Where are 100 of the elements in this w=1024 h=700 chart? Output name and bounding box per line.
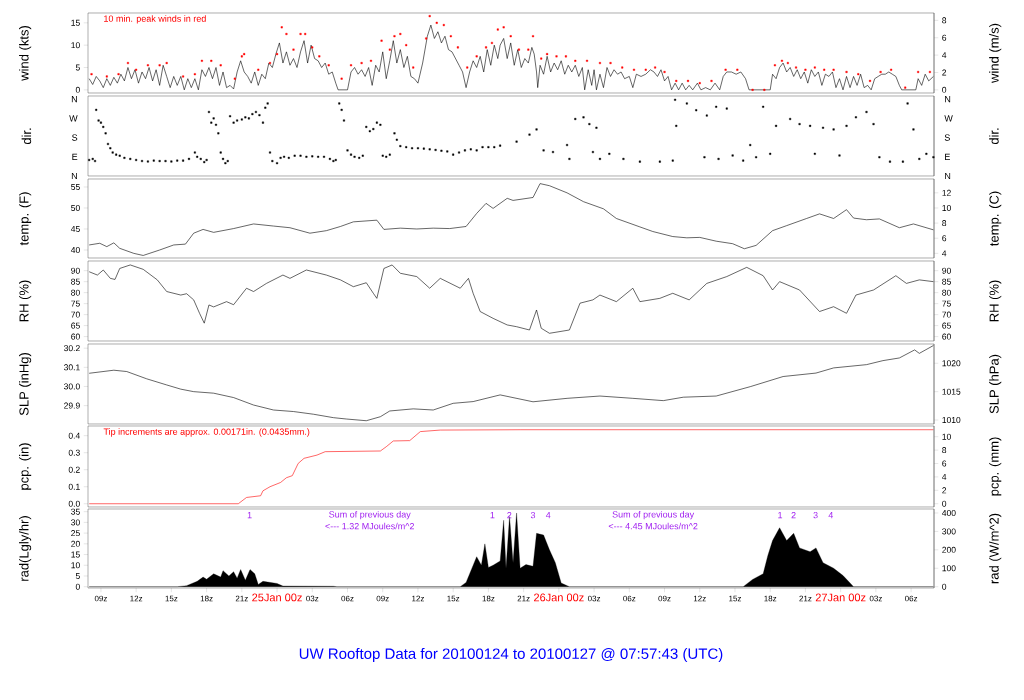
text: S xyxy=(72,134,78,141)
text: E xyxy=(945,153,950,160)
y-tick-label: 25 xyxy=(71,530,80,537)
y-tick-label: 60 xyxy=(71,333,80,340)
annotation: 4 xyxy=(828,512,834,519)
y2-tick-label: 0 xyxy=(942,500,947,507)
y-tick-label: 5 xyxy=(75,573,80,579)
y2-tick-label: 4 xyxy=(942,250,947,257)
y2-tick-label: 100 xyxy=(942,565,956,572)
y-tick-label: 5 xyxy=(75,64,80,71)
annotation: 10 min. peak winds in red xyxy=(104,15,206,24)
annotation: Sum of previous day xyxy=(329,510,411,520)
y2-axis-title: dir. xyxy=(989,128,999,145)
y-tick-label: 75 xyxy=(71,300,80,307)
y-tick-label: 15 xyxy=(71,19,80,26)
y2-tick-label: 80 xyxy=(942,289,951,296)
line-series xyxy=(88,183,934,256)
y-tick-label: 85 xyxy=(71,278,80,285)
y2-axis-title: wind (m/s) xyxy=(989,23,1002,83)
y-tick-label: 65 xyxy=(71,322,80,329)
x-tick-label: 27Jan 00z xyxy=(815,593,866,602)
y-tick-label: 90 xyxy=(71,267,80,274)
y2-tick-label: 8 xyxy=(942,447,947,454)
y2-tick-label: 90 xyxy=(942,267,951,274)
y2-tick-label: 85 xyxy=(942,278,951,285)
line-series xyxy=(88,264,934,334)
x-tick-label: 26Jan 00z xyxy=(534,593,584,602)
y-tick-label: 10 xyxy=(71,42,80,49)
y-axis-title: temp. (F) xyxy=(19,192,32,246)
text: E xyxy=(72,153,78,160)
y2-tick-label: 6 xyxy=(942,34,947,41)
x-tick-label: 12z xyxy=(412,595,425,602)
y2-tick-label: 70 xyxy=(942,311,951,318)
x-tick-label: 09z xyxy=(376,595,389,602)
y2-tick-label: 4 xyxy=(942,473,947,480)
y2-tick-label: 1015 xyxy=(942,388,961,395)
y2-axis-title: pcp. (mm) xyxy=(989,437,1002,496)
x-tick-label: 03z xyxy=(587,595,601,602)
y-tick-label: 0.3 xyxy=(68,449,80,456)
annotation: 1 xyxy=(490,512,495,519)
text: UW Rooftop Data for 20100124 to 20100127 @ 07:57:43 (UTC) xyxy=(299,647,723,662)
line-series xyxy=(88,345,934,422)
x-tick-label: 21z xyxy=(235,595,248,602)
text: N xyxy=(71,172,77,180)
y-tick-label: 0 xyxy=(75,583,80,590)
y-tick-label: 45 xyxy=(70,226,80,232)
x-tick-label: 18z xyxy=(200,595,213,602)
y-axis-title: dir. xyxy=(21,128,32,145)
annotation: 1 xyxy=(778,512,783,519)
y2-tick-label: 10 xyxy=(942,433,951,440)
y2-tick-label: 2 xyxy=(942,487,947,494)
annotation: <--- 1.32 MJoules/m^2 xyxy=(325,522,414,530)
y-tick-label: 30 xyxy=(71,519,80,526)
y-tick-label: 0 xyxy=(75,86,80,93)
y2-tick-label: 1020 xyxy=(942,360,961,367)
y2-axis-title: RH (%) xyxy=(989,280,1002,322)
x-tick-label: 09z xyxy=(658,595,671,602)
y2-tick-label: 4 xyxy=(942,52,947,59)
annotation: Tip increments are approx. 0.00171in. (0.0435mm.) xyxy=(103,428,310,437)
y-tick-label: 29.9 xyxy=(64,402,80,409)
x-tick-label: 25Jan 00z xyxy=(252,593,302,602)
x-tick-label: 09z xyxy=(94,595,107,602)
x-tick-label: 12z xyxy=(693,595,706,602)
y-tick-label: 55 xyxy=(71,184,80,190)
annotation: 2 xyxy=(791,512,796,519)
y-tick-label: 0.0 xyxy=(68,500,80,507)
y-tick-label: 15 xyxy=(71,551,80,558)
y-axis-title: wind (kts) xyxy=(19,26,32,81)
x-tick-label: 06z xyxy=(904,595,918,602)
x-tick-label: 03z xyxy=(869,595,882,602)
y-tick-label: 70 xyxy=(71,311,80,318)
y2-tick-label: 0 xyxy=(942,583,947,590)
x-tick-label: 03z xyxy=(306,595,319,602)
y2-tick-label: 60 xyxy=(942,333,951,340)
line-series xyxy=(88,429,934,505)
y2-tick-label: 6 xyxy=(942,460,947,467)
x-tick-label: 21z xyxy=(799,595,812,602)
y-axis-title: pcp. (in) xyxy=(19,443,32,490)
y2-tick-label: 1010 xyxy=(942,417,961,424)
text: N xyxy=(945,96,951,103)
y-tick-label: 20 xyxy=(71,540,80,547)
x-tick-label: 06z xyxy=(341,595,354,602)
y2-tick-label: 10 xyxy=(942,204,951,211)
y2-tick-label: 8 xyxy=(942,220,947,227)
y2-tick-label: 200 xyxy=(942,546,956,553)
annotation: 3 xyxy=(813,511,818,519)
y2-tick-label: 8 xyxy=(942,17,947,24)
y-tick-label: 35 xyxy=(71,508,80,515)
y2-tick-label: 75 xyxy=(942,300,951,307)
y-tick-label: 0.2 xyxy=(68,466,80,473)
y-axis-title: rad(Lgly/hr) xyxy=(19,516,32,581)
x-tick-label: 18z xyxy=(764,595,777,602)
y-tick-label: 80 xyxy=(71,289,80,296)
annotation: 2 xyxy=(507,512,512,519)
y2-tick-label: 12 xyxy=(942,189,951,196)
y-tick-label: 30.0 xyxy=(64,383,80,390)
annotation: 4 xyxy=(545,512,551,519)
annotation: 3 xyxy=(530,511,536,519)
y2-axis-title: SLP (hPa) xyxy=(989,354,1002,414)
x-tick-label: 15z xyxy=(729,595,742,602)
